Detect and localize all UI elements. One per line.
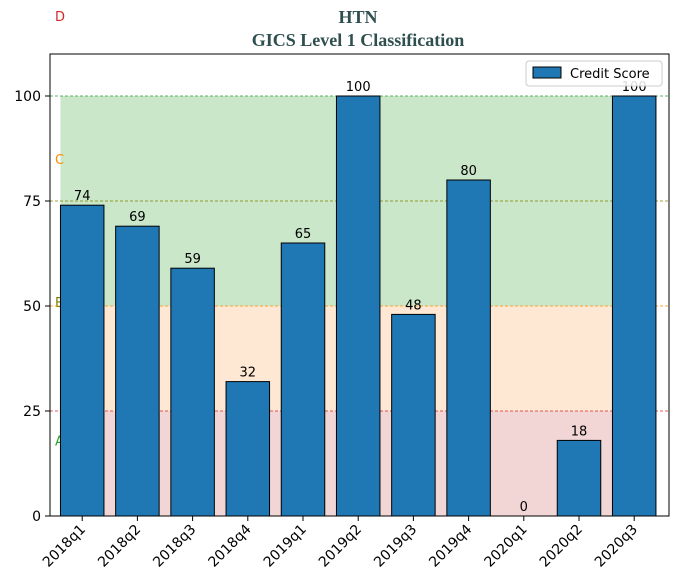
x-tick-label: 2020q2 [537,522,586,571]
x-tick-label: 2020q1 [482,522,531,571]
bar-2019q3 [391,313,436,517]
bar-2020q3 [611,95,657,517]
chart-subtitle: GICS Level 1 Classification [252,30,465,50]
bar-2018q3 [170,267,215,517]
y-tick-label: 25 [23,404,41,420]
y-tick-label: 0 [32,509,41,525]
x-axis: 2018q1 2018q2 2018q3 2018q4 2019q1 2019q2 2019… [40,516,641,571]
bar-value-label: 0 [520,500,528,515]
bar-series [59,95,657,517]
bar-2018q1 [59,204,105,517]
chart-title: HTN [338,7,377,27]
x-tick-label: 2018q2 [95,522,144,571]
legend: Credit Score [525,60,663,87]
bar-2019q4 [446,179,491,517]
legend-label: Credit Score [570,67,650,82]
y-tick-label: 75 [23,194,41,210]
x-tick-label: 2019q2 [316,522,365,571]
x-tick-label: 2018q3 [150,522,199,571]
bar-2020q2 [556,439,602,517]
band-label-a: A [55,434,64,449]
x-tick-label: 2019q3 [371,522,420,571]
bar-value-label: 18 [571,424,588,439]
bar-value-label: 74 [74,189,91,204]
threshold-lines [50,95,669,412]
bar-value-label: 65 [295,227,312,242]
chart-title-group: HTN GICS Level 1 Classification [252,7,465,50]
band-label-d: D [55,10,65,25]
plot-frame [49,53,670,517]
bar-2018q4 [225,381,271,517]
legend-swatch [532,66,562,79]
bar-2018q2 [115,225,160,517]
bar-2019q1 [280,242,326,517]
bar-value-label: 59 [184,252,201,267]
bar-value-label: 80 [460,164,477,179]
bar-value-label: 48 [405,298,422,313]
x-tick-label: 2018q4 [206,521,255,570]
y-tick-label: 50 [23,299,41,315]
x-tick-label: 2020q3 [592,522,641,571]
y-axis: 0 25 50 75 100 [14,89,50,525]
bar-value-label: 69 [129,210,146,225]
y-tick-label: 100 [14,89,41,105]
band-label-b: B [55,296,64,311]
band-label-c: C [55,153,64,168]
x-tick-label: 2018q1 [40,522,89,571]
x-tick-label: 2019q4 [426,521,475,570]
rating-band-labels: A B C D [55,10,65,449]
bar-value-label: 32 [240,366,257,381]
bar-2019q2 [335,95,381,517]
bar-value-label: 100 [346,80,371,95]
x-tick-label: 2019q1 [261,522,310,571]
